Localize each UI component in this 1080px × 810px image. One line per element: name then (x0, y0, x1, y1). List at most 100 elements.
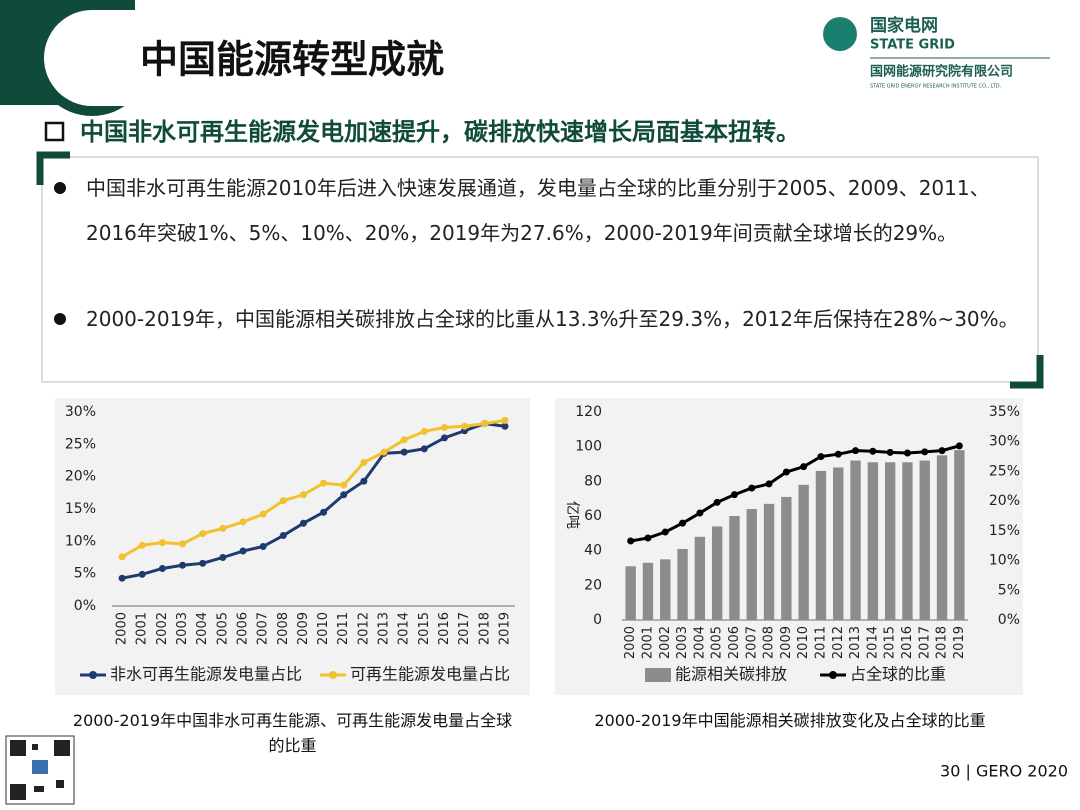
bullet: 中国非水可再生能源2010年后进入快速发展通道，发电量占全球的比重分别于2005… (86, 176, 990, 245)
point (239, 547, 247, 555)
point (817, 453, 825, 461)
point (420, 427, 428, 435)
x-tick-label: 2010 (316, 612, 331, 645)
x-tick-label: 2017 (457, 612, 472, 645)
bar (660, 559, 671, 620)
point (360, 477, 368, 485)
x-tick-label: 2019 (497, 612, 512, 645)
x-tick-label: 2001 (640, 626, 655, 659)
y2-tick-label: 0% (998, 612, 1020, 628)
point (400, 436, 408, 444)
legend-label: 占全球的比重 (850, 665, 946, 684)
point (320, 508, 328, 516)
bar (763, 503, 775, 620)
point (955, 442, 963, 450)
x-tick-label: 2011 (336, 612, 351, 645)
x-tick-label: 2006 (727, 626, 742, 659)
x-tick-label: 2007 (256, 612, 271, 645)
x-tick-label: 2012 (831, 626, 846, 659)
point (199, 530, 207, 538)
point (627, 537, 635, 545)
logo-name-en: STATE GRID (870, 38, 955, 53)
point (259, 510, 267, 518)
y2-tick-label: 5% (998, 582, 1020, 598)
x-tick-label: 2017 (917, 626, 932, 659)
x-tick-label: 2000 (623, 626, 638, 659)
bar (902, 462, 913, 620)
point (765, 480, 773, 488)
x-tick-label: 2012 (356, 612, 371, 645)
point (834, 450, 842, 458)
y-tick-label: 30% (65, 404, 96, 420)
y2-tick-label: 35% (989, 404, 1020, 420)
y2-tick-label: 15% (989, 523, 1020, 539)
bar (936, 455, 948, 620)
legend-swatch (645, 668, 671, 682)
y-tick-label: 120 (575, 404, 602, 420)
bullet: 2000-2019年，中国能源相关碳排放占全球的比重从13.3%升至29.3%，… (86, 307, 1019, 331)
chart-caption: 2000-2019年中国能源相关碳排放变化及占全球的比重 (594, 711, 986, 730)
x-tick-label: 2000 (115, 612, 130, 645)
x-tick-label: 2014 (865, 626, 880, 659)
x-tick-label: 2004 (692, 626, 707, 659)
logo-org-en: STATE GRID ENERGY RESEARCH INSTITUTE CO.… (870, 84, 1002, 90)
y-tick-label: 15% (65, 501, 96, 517)
legend-swatch (829, 671, 837, 679)
legend-swatch (329, 671, 337, 679)
bar (919, 460, 930, 620)
y-tick-label: 0 (593, 612, 602, 628)
x-tick-label: 2005 (710, 626, 725, 659)
x-tick-label: 2013 (377, 612, 392, 645)
point (299, 491, 307, 499)
bar (746, 509, 757, 620)
bar (867, 462, 879, 620)
x-tick-label: 2018 (935, 626, 950, 659)
bar (677, 548, 688, 620)
point (199, 559, 207, 567)
point (320, 479, 328, 487)
x-tick-label: 2016 (900, 626, 915, 659)
point (420, 445, 428, 453)
bar (781, 496, 792, 620)
bullet-box (41, 156, 1039, 383)
x-tick-label: 2011 (813, 626, 828, 659)
x-tick-label: 2001 (135, 612, 150, 645)
bar (850, 460, 861, 620)
point (713, 498, 721, 506)
y2-tick-label: 10% (989, 553, 1020, 569)
point (440, 424, 448, 432)
point (696, 509, 704, 517)
point (800, 463, 808, 471)
bar (625, 566, 636, 620)
point (644, 534, 652, 542)
point (239, 518, 247, 526)
y-tick-label: 5% (74, 566, 96, 582)
point (118, 553, 126, 561)
footer: 30 | GERO 2020 (940, 762, 1068, 781)
x-tick-label: 2015 (883, 626, 898, 659)
x-tick-label: 2004 (195, 612, 210, 645)
bar (642, 562, 654, 620)
bar (815, 470, 827, 620)
point (219, 554, 227, 561)
x-tick-label: 2009 (779, 626, 794, 659)
point (886, 448, 894, 456)
legend-label: 非水可再生能源发电量占比 (110, 665, 302, 684)
bullet-dot (54, 313, 66, 325)
x-tick-label: 2002 (155, 612, 170, 645)
point (461, 422, 469, 430)
logo-name: 国家电网 (870, 15, 938, 36)
y-tick-label: 10% (65, 533, 96, 549)
point (118, 574, 126, 582)
x-tick-label: 2014 (397, 612, 412, 645)
x-tick-label: 2019 (952, 626, 967, 659)
chart-panel (55, 398, 530, 695)
bullet-dot (54, 182, 66, 194)
point (921, 448, 929, 456)
point (179, 540, 187, 548)
point (852, 447, 860, 455)
point (938, 447, 946, 455)
y-axis-label: 亿吨 (564, 501, 580, 529)
